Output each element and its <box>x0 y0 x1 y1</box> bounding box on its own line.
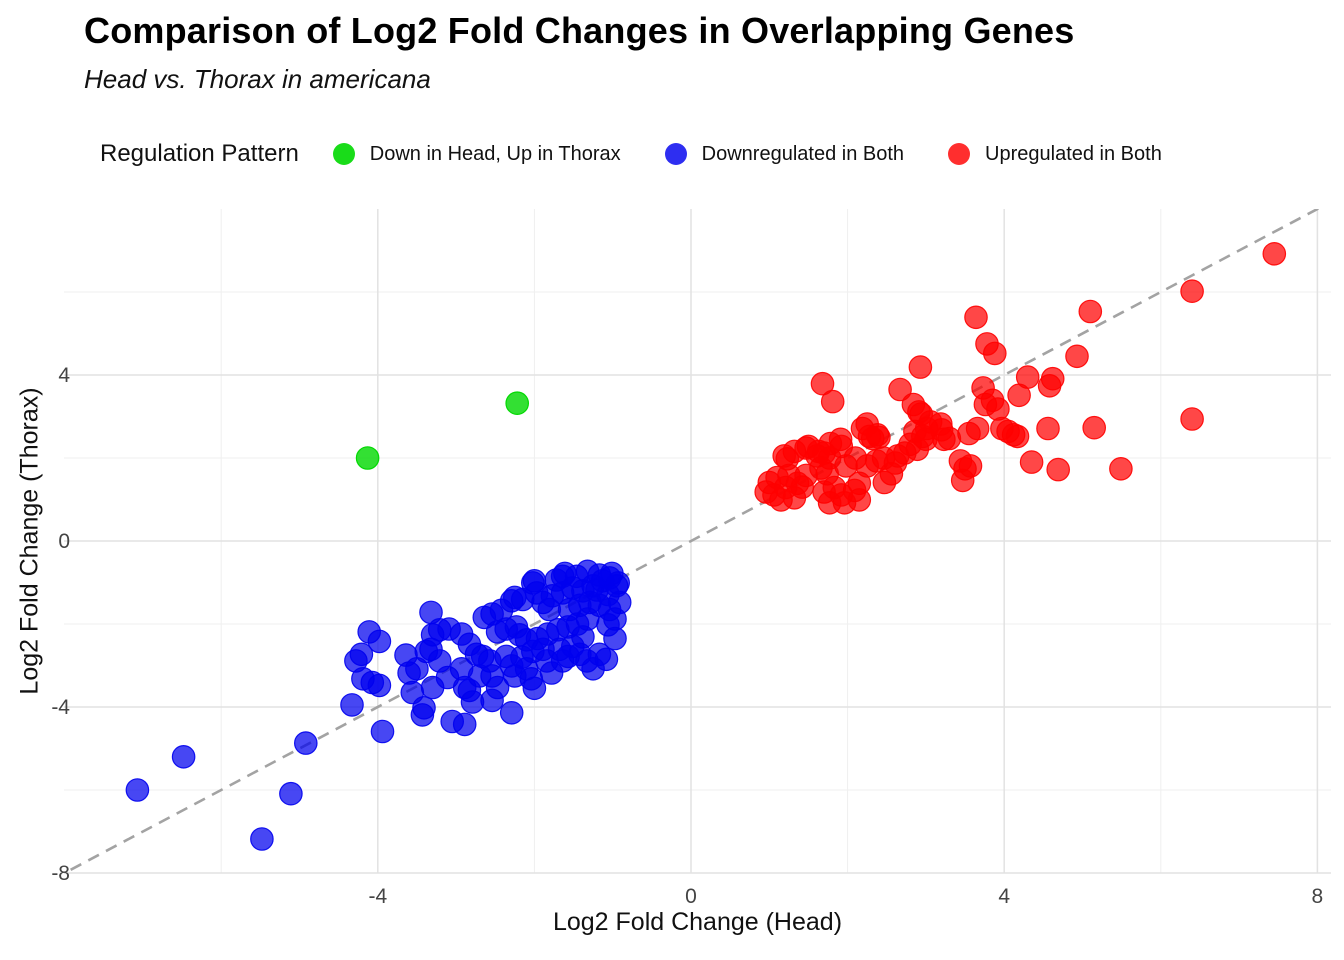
data-point-series-2 <box>1065 344 1089 369</box>
y-axis-title: Log2 Fold Change (Thorax) <box>15 387 44 695</box>
data-point-series-1 <box>250 827 274 851</box>
data-point-series-1 <box>370 719 395 744</box>
data-point-series-1 <box>485 675 510 700</box>
y-tick-label: -4 <box>51 696 70 719</box>
data-point-series-2 <box>950 468 975 493</box>
x-tick-label: 8 <box>1312 885 1324 908</box>
data-point-series-2 <box>888 377 912 402</box>
data-point-series-2 <box>772 444 796 468</box>
data-point-series-2 <box>1019 450 1044 474</box>
chart-subtitle: Head vs. Thorax in americana <box>84 64 431 94</box>
data-point-series-1 <box>603 626 627 651</box>
y-tick-label: -8 <box>51 862 70 885</box>
data-point-series-2 <box>901 392 926 417</box>
data-point-series-0 <box>355 446 380 470</box>
data-point-series-1 <box>460 690 485 714</box>
data-point-series-2 <box>990 416 1014 441</box>
data-point-series-2 <box>820 389 845 414</box>
y-tick-label: 4 <box>58 364 70 387</box>
data-point-series-2 <box>872 470 897 495</box>
legend-title: Regulation Pattern <box>100 140 299 167</box>
data-point-series-2 <box>971 376 995 400</box>
data-point-series-2 <box>948 449 973 473</box>
data-point-series-2 <box>1180 407 1204 431</box>
data-point-series-1 <box>293 731 318 755</box>
data-point-series-2 <box>1180 279 1204 303</box>
data-point-series-2 <box>850 416 875 441</box>
data-point-series-2 <box>810 371 835 396</box>
legend: Regulation Pattern Down in Head, Up in T… <box>100 134 1206 174</box>
data-point-series-1 <box>522 676 547 701</box>
data-point-series-1 <box>499 700 524 725</box>
data-point-series-2 <box>957 421 981 446</box>
legend-item-down-head-up-thorax: Down in Head, Up in Thorax <box>332 142 621 166</box>
legend-marker-red-icon <box>948 143 971 165</box>
data-point-series-1 <box>125 778 150 802</box>
data-point-series-2 <box>1078 299 1103 324</box>
data-point-series-1 <box>367 673 392 698</box>
data-point-series-2 <box>908 355 933 379</box>
data-point-series-2 <box>754 480 778 504</box>
legend-label-down-head-up-thorax: Down in Head, Up in Thorax <box>369 142 621 165</box>
data-point-series-1 <box>452 712 477 737</box>
legend-marker-blue-icon <box>664 143 687 165</box>
data-point-series-2 <box>1037 373 1062 398</box>
data-point-series-1 <box>279 781 303 806</box>
data-point-series-1 <box>607 590 632 615</box>
data-point-series-2 <box>1262 242 1287 266</box>
legend-item-downregulated-both: Downregulated in Both <box>664 142 905 166</box>
data-point-series-2 <box>1007 383 1031 408</box>
data-point-series-1 <box>171 744 196 769</box>
chart-title: Comparison of Log2 Fold Changes in Overl… <box>84 10 1075 51</box>
data-point-series-2 <box>964 305 988 330</box>
identity-reference-line <box>64 209 1321 873</box>
data-point-series-0 <box>505 391 529 415</box>
data-point-series-2 <box>975 332 999 356</box>
data-point-series-2 <box>1082 415 1106 440</box>
data-point-series-1 <box>412 695 436 720</box>
x-tick-label: 4 <box>998 885 1010 908</box>
data-point-series-2 <box>812 480 836 504</box>
y-tick-label: 0 <box>58 530 70 553</box>
x-axis-title: Log2 Fold Change (Head) <box>552 908 843 936</box>
x-tick-label: 0 <box>685 885 697 908</box>
legend-item-upregulated-both: Upregulated in Both <box>948 143 1162 166</box>
data-point-series-2 <box>1046 457 1070 482</box>
data-point-series-1 <box>340 693 364 717</box>
data-point-series-1 <box>349 642 374 667</box>
legend-label-downregulated-both: Downregulated in Both <box>701 142 905 165</box>
data-point-series-2 <box>1109 456 1133 481</box>
data-point-series-1 <box>594 647 619 672</box>
data-point-series-1 <box>367 629 392 654</box>
x-tick-label: -4 <box>368 885 387 908</box>
legend-label-upregulated-both: Upregulated in Both <box>985 142 1162 165</box>
legend-marker-green-icon <box>332 143 355 165</box>
data-point-series-2 <box>1036 416 1060 441</box>
